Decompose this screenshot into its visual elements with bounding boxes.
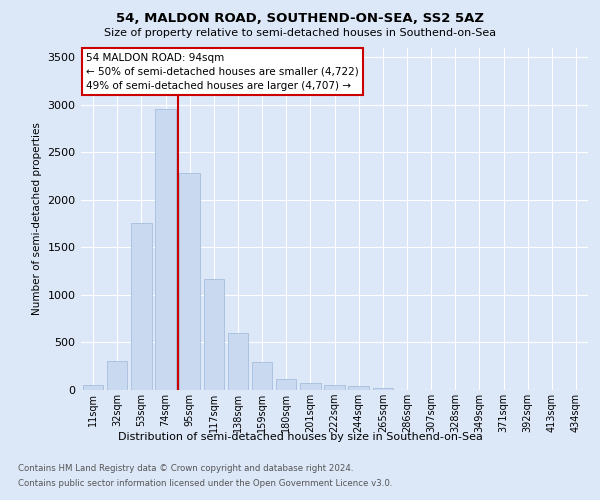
Bar (83, 385, 103, 390)
Bar (107, 360, 127, 390)
Bar (349, 386, 369, 390)
Text: 54, MALDON ROAD, SOUTHEND-ON-SEA, SS2 5AZ: 54, MALDON ROAD, SOUTHEND-ON-SEA, SS2 5A… (116, 12, 484, 26)
Bar (276, 378, 296, 390)
Bar (300, 383, 320, 390)
Bar (179, 173, 200, 390)
Bar (155, 110, 176, 390)
Bar (227, 333, 248, 390)
Bar (252, 362, 272, 390)
Bar (131, 222, 152, 390)
Text: Size of property relative to semi-detached houses in Southend-on-Sea: Size of property relative to semi-detach… (104, 28, 496, 38)
Bar (373, 388, 393, 390)
Text: 54 MALDON ROAD: 94sqm
← 50% of semi-detached houses are smaller (4,722)
49% of s: 54 MALDON ROAD: 94sqm ← 50% of semi-deta… (86, 52, 359, 90)
Text: Contains public sector information licensed under the Open Government Licence v3: Contains public sector information licen… (18, 479, 392, 488)
Y-axis label: Number of semi-detached properties: Number of semi-detached properties (32, 122, 42, 315)
Bar (324, 385, 345, 390)
Bar (203, 278, 224, 390)
Text: Distribution of semi-detached houses by size in Southend-on-Sea: Distribution of semi-detached houses by … (118, 432, 482, 442)
Text: Contains HM Land Registry data © Crown copyright and database right 2024.: Contains HM Land Registry data © Crown c… (18, 464, 353, 473)
